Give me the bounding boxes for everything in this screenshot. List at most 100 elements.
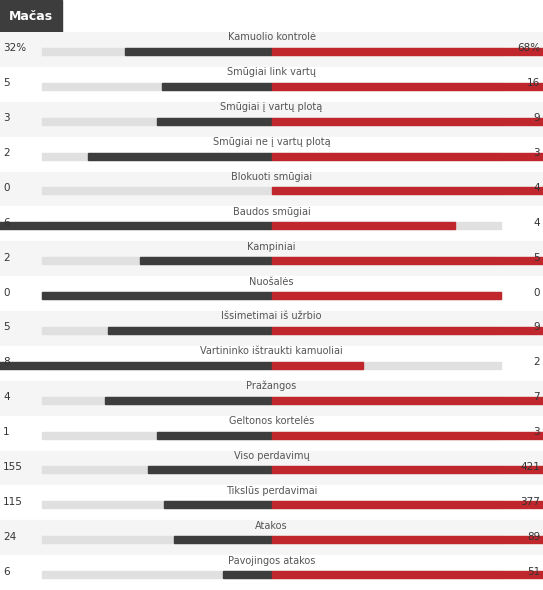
- Bar: [42, 327, 501, 334]
- Text: 2: 2: [3, 148, 10, 158]
- Bar: [0, 486, 543, 520]
- Text: 4: 4: [533, 218, 540, 228]
- Text: Atakos: Atakos: [255, 521, 288, 530]
- Text: 377: 377: [520, 497, 540, 507]
- Text: 4: 4: [533, 183, 540, 193]
- Bar: [272, 83, 543, 90]
- Text: 16: 16: [527, 78, 540, 88]
- Text: Baudos smūgiai: Baudos smūgiai: [232, 207, 311, 217]
- Text: Išsimetimai iš užrbio: Išsimetimai iš užrbio: [221, 312, 322, 322]
- Bar: [164, 502, 272, 509]
- Bar: [157, 431, 272, 438]
- Text: Blokuoti smūgiai: Blokuoti smūgiai: [231, 172, 312, 182]
- Bar: [42, 571, 501, 578]
- Text: 6: 6: [3, 218, 10, 228]
- Text: 2: 2: [3, 253, 10, 263]
- Text: Geltonos kortelės: Geltonos kortelės: [229, 416, 314, 426]
- Bar: [0, 0, 62, 32]
- Bar: [272, 153, 543, 159]
- Text: 0: 0: [3, 183, 9, 193]
- Text: Tikslūs perdavimai: Tikslūs perdavimai: [226, 486, 317, 496]
- Text: 8: 8: [3, 358, 10, 368]
- Bar: [272, 536, 543, 543]
- Text: 3: 3: [3, 113, 10, 123]
- Bar: [272, 396, 543, 404]
- Text: Smūgiai į vartų plotą: Smūgiai į vartų plotą: [220, 102, 323, 112]
- Bar: [42, 257, 501, 264]
- Bar: [88, 153, 272, 159]
- Bar: [0, 241, 543, 276]
- Text: 155: 155: [3, 462, 23, 472]
- Text: 5: 5: [533, 253, 540, 263]
- Bar: [125, 48, 272, 55]
- Bar: [108, 327, 272, 334]
- Bar: [272, 48, 543, 55]
- Bar: [148, 467, 272, 473]
- Bar: [42, 292, 272, 299]
- Bar: [272, 431, 543, 438]
- Bar: [0, 32, 543, 67]
- Text: 5: 5: [3, 323, 10, 332]
- Bar: [140, 257, 272, 264]
- Text: 0: 0: [3, 287, 9, 297]
- Bar: [272, 292, 501, 299]
- Text: 32%: 32%: [3, 44, 26, 54]
- Bar: [272, 327, 543, 334]
- Bar: [272, 362, 363, 369]
- Text: 7: 7: [533, 392, 540, 402]
- Bar: [272, 467, 543, 473]
- Bar: [42, 153, 501, 159]
- Bar: [174, 536, 272, 543]
- Text: 51: 51: [527, 566, 540, 576]
- Text: Mačas: Mačas: [9, 9, 53, 22]
- Bar: [0, 172, 543, 206]
- Bar: [0, 311, 543, 346]
- Text: 421: 421: [520, 462, 540, 472]
- Text: Viso perdavimų: Viso perdavimų: [233, 451, 310, 461]
- Bar: [272, 117, 543, 124]
- Text: 24: 24: [3, 532, 16, 542]
- Bar: [42, 467, 501, 473]
- Text: 6: 6: [3, 566, 10, 576]
- Bar: [272, 222, 455, 230]
- Bar: [272, 571, 543, 578]
- Bar: [157, 117, 272, 124]
- Bar: [42, 362, 501, 369]
- Text: Nuošalės: Nuošalės: [249, 277, 294, 287]
- Bar: [42, 536, 501, 543]
- Bar: [162, 83, 272, 90]
- Bar: [0, 346, 543, 381]
- Bar: [0, 362, 272, 369]
- Text: Smūgiai ne į vartų plotą: Smūgiai ne į vartų plotą: [213, 137, 330, 147]
- Text: Kamuolio kontrolė: Kamuolio kontrolė: [228, 32, 315, 42]
- Text: 115: 115: [3, 497, 23, 507]
- Text: 68%: 68%: [517, 44, 540, 54]
- Text: 3: 3: [533, 427, 540, 437]
- Text: 1-as kelinys: 1-as kelinys: [72, 9, 155, 22]
- Text: 89: 89: [527, 532, 540, 542]
- Bar: [272, 257, 543, 264]
- Bar: [0, 137, 543, 172]
- Bar: [0, 381, 543, 415]
- Text: Pražangos: Pražangos: [247, 381, 296, 391]
- Text: 9: 9: [533, 113, 540, 123]
- Bar: [0, 206, 543, 241]
- Bar: [0, 520, 543, 555]
- Bar: [0, 67, 543, 101]
- Text: 2: 2: [533, 358, 540, 368]
- Bar: [42, 117, 501, 124]
- Bar: [0, 222, 272, 230]
- Text: 3: 3: [533, 148, 540, 158]
- Text: 4: 4: [3, 392, 10, 402]
- Text: Smūgiai link vartų: Smūgiai link vartų: [227, 67, 316, 77]
- Text: Vartininko ištraukti kamuoliai: Vartininko ištraukti kamuoliai: [200, 346, 343, 356]
- Bar: [105, 396, 272, 404]
- Bar: [0, 101, 543, 137]
- Bar: [42, 222, 501, 230]
- Bar: [0, 415, 543, 451]
- Bar: [42, 292, 501, 299]
- Text: Kampiniai: Kampiniai: [247, 242, 296, 252]
- Bar: [42, 188, 501, 195]
- Bar: [223, 571, 272, 578]
- Bar: [272, 502, 543, 509]
